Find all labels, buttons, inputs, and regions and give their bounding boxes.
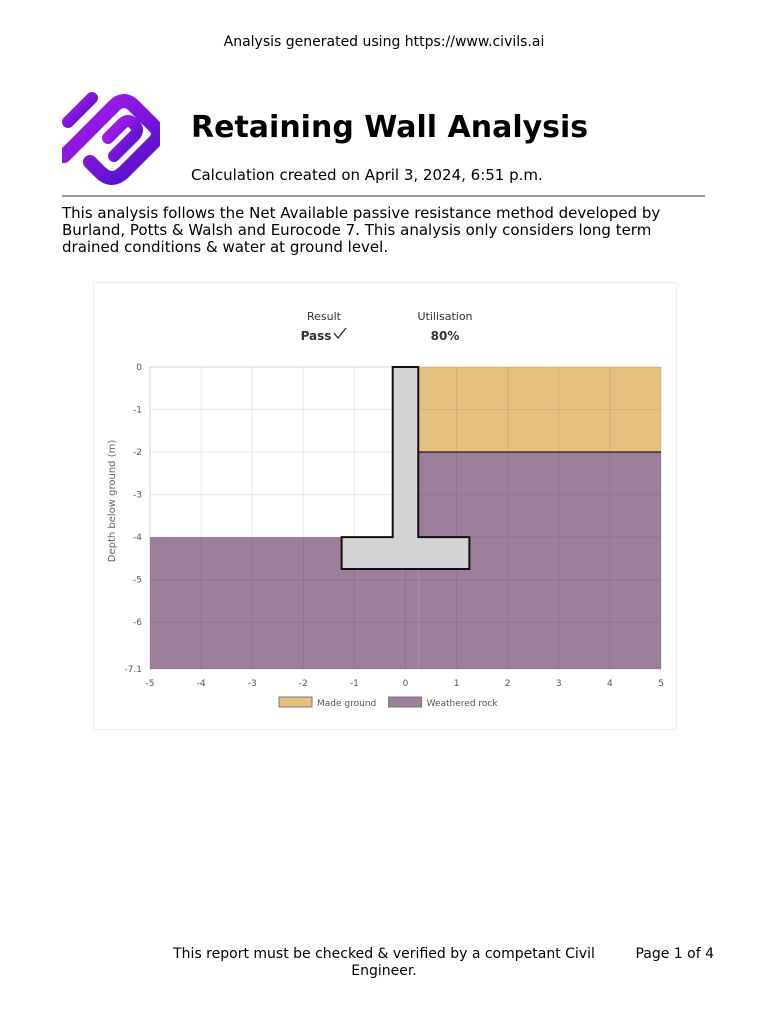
- result-label: Result: [307, 310, 342, 323]
- utilisation-label: Utilisation: [417, 310, 472, 323]
- wall-analysis-figure: Result Pass Utilisation 80% -5 -4 -3 -2 -1 0 1…: [93, 282, 677, 730]
- x-tick-label: -1: [350, 679, 359, 689]
- x-tick-label: 1: [454, 679, 460, 689]
- y-tick-label: -1: [133, 406, 142, 416]
- page-number: Page 1 of 4: [635, 946, 714, 962]
- y-tick-label: -2: [133, 448, 142, 458]
- x-tick-label: 5: [658, 679, 664, 689]
- report-title: Retaining Wall Analysis: [191, 110, 589, 145]
- x-tick-label: -2: [299, 679, 308, 689]
- y-tick-label: -3: [133, 491, 142, 501]
- y-tick-label: -4: [133, 533, 142, 543]
- x-tick-label: 3: [556, 679, 562, 689]
- y-tick-label: -6: [133, 618, 142, 628]
- header-note: Analysis generated using https://www.civ…: [223, 34, 545, 50]
- summary: Result Pass Utilisation 80%: [301, 310, 473, 343]
- x-tick-label: -5: [146, 679, 155, 689]
- civils-logo-icon: [62, 92, 160, 185]
- y-tick-label: 0: [136, 363, 142, 373]
- soil-layer-made-ground-0: [418, 367, 661, 453]
- x-tick-label: -3: [248, 679, 257, 689]
- x-tick-label: 0: [403, 679, 409, 689]
- utilisation-value: 80%: [431, 329, 460, 343]
- x-tick-label: 4: [607, 679, 613, 689]
- legend-label-weathered-rock: Weathered rock: [427, 699, 499, 709]
- legend-swatch-made-ground: [278, 696, 313, 708]
- y-tick-label: -7.1: [124, 665, 142, 675]
- y-tick-label: -5: [133, 576, 142, 586]
- created-timestamp: Calculation created on April 3, 2024, 6:…: [191, 166, 543, 184]
- retaining-wall: [340, 366, 471, 571]
- legend-label-made-ground: Made ground: [317, 699, 376, 709]
- checkmark-icon: [333, 327, 347, 340]
- y-axis-title: Depth below ground (m): [107, 440, 118, 563]
- header-divider: [62, 195, 705, 197]
- wall-section-chart: Result Pass Utilisation 80% -5 -4 -3 -2 -1 0 1…: [107, 310, 664, 709]
- intro-paragraph: This analysis follows the Net Available …: [62, 204, 661, 256]
- result-value: Pass: [301, 329, 332, 343]
- legend-swatch-weathered-rock: [388, 696, 423, 708]
- x-tick-label: -4: [197, 679, 206, 689]
- footer-disclaimer: This report must be checked & verified b…: [173, 946, 595, 979]
- x-tick-label: 2: [505, 679, 511, 689]
